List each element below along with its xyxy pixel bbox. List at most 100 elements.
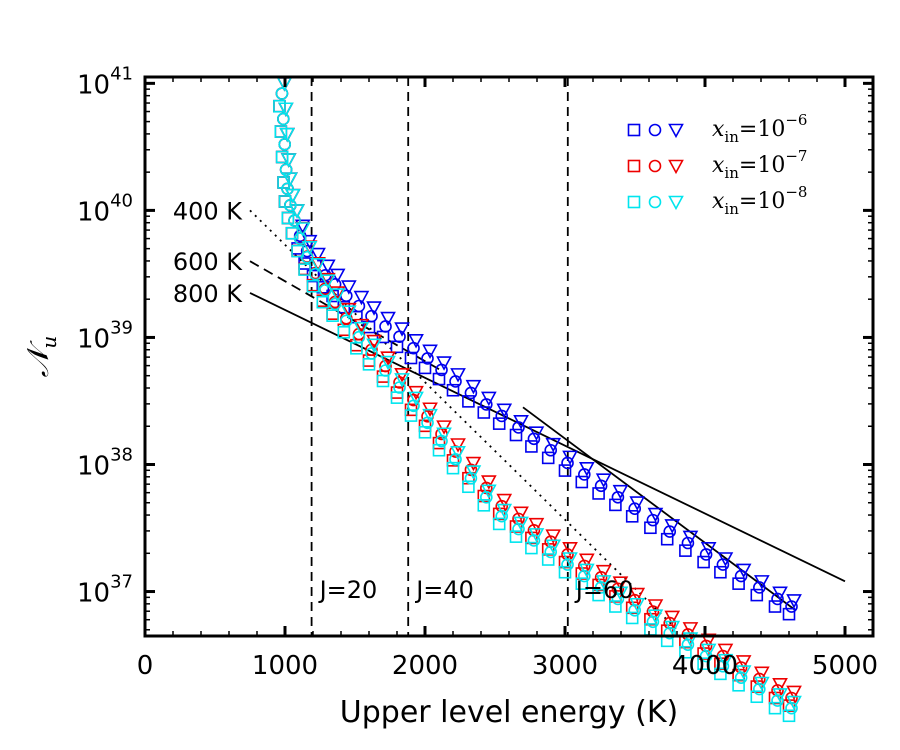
triangle-marker — [436, 420, 452, 435]
square-marker — [432, 436, 446, 450]
square-marker — [492, 517, 506, 531]
square-marker — [697, 555, 710, 569]
square-marker — [558, 464, 572, 477]
triangle-marker — [436, 427, 452, 442]
square-marker — [306, 269, 320, 283]
triangle-marker — [700, 643, 717, 659]
square-marker — [575, 475, 589, 489]
j-level-label: J=60 — [574, 576, 634, 604]
fit-lines — [249, 209, 846, 631]
triangle-marker — [545, 529, 562, 544]
triangle-marker — [562, 542, 578, 557]
triangle-marker — [408, 334, 424, 349]
svg-text:𝒩u: 𝒩u — [21, 336, 61, 378]
j-level-label: J=40 — [414, 576, 474, 604]
circle-marker — [278, 138, 292, 151]
square-marker — [644, 623, 657, 636]
triangle-marker — [578, 563, 595, 579]
triangle-marker — [717, 643, 734, 659]
square-marker — [277, 176, 290, 189]
triangle-marker — [422, 344, 438, 360]
triangle-marker — [366, 334, 382, 350]
triangle-marker — [562, 450, 578, 466]
circle-marker — [293, 232, 307, 245]
triangle-marker — [480, 484, 497, 499]
triangle-marker — [545, 437, 562, 453]
square-marker — [432, 372, 446, 386]
square-marker — [281, 211, 295, 225]
triangle-marker — [664, 620, 681, 636]
triangle-marker — [664, 519, 681, 534]
triangle-marker — [735, 655, 752, 670]
triangle-marker — [664, 610, 681, 626]
x-tick-label: 4000 — [672, 651, 738, 681]
square-marker — [627, 123, 641, 137]
fit-line — [249, 209, 678, 631]
triangle-marker — [282, 172, 298, 187]
triangle-marker — [629, 496, 646, 511]
circle-marker — [300, 250, 314, 264]
square-marker — [679, 544, 692, 557]
triangle-marker — [319, 274, 336, 289]
square-marker — [477, 499, 491, 512]
triangle-marker — [496, 493, 513, 509]
circle-marker — [288, 214, 301, 227]
triangle-marker — [682, 622, 699, 637]
square-marker — [750, 690, 764, 704]
legend-label: xin=10−7 — [712, 147, 807, 182]
triangle-marker — [289, 204, 305, 219]
axes: 0 1000 2000 3000 4000 5000 1037 1038 1039 1040 104… — [77, 63, 878, 681]
triangle-marker — [513, 516, 529, 532]
square-marker — [750, 588, 764, 602]
triangle-marker — [772, 586, 788, 601]
square-marker — [277, 176, 290, 189]
square-marker — [768, 600, 782, 613]
square-marker — [337, 325, 351, 339]
triangle-marker — [595, 575, 612, 590]
circle-marker — [275, 87, 289, 100]
square-marker — [592, 487, 605, 500]
triangle-marker — [578, 553, 595, 568]
triangle-marker — [668, 159, 684, 175]
square-marker — [509, 530, 523, 543]
square-marker — [291, 244, 304, 258]
square-marker — [660, 532, 674, 546]
square-marker — [782, 607, 796, 621]
triangle-marker — [450, 368, 466, 383]
triangle-marker — [612, 586, 629, 601]
triangle-marker — [682, 632, 699, 647]
circle-marker — [648, 195, 662, 209]
triangle-marker — [329, 286, 346, 301]
triangle-marker — [753, 676, 770, 692]
annotations: J=20 J=40 J=60 400 K 600 K 800 K — [173, 197, 634, 604]
x-tick-label: 2000 — [392, 651, 458, 681]
triangle-marker — [545, 539, 562, 554]
triangle-marker — [786, 685, 802, 701]
triangle-marker — [380, 311, 396, 327]
square-marker — [275, 150, 289, 164]
square-marker — [281, 211, 295, 225]
triangle-marker — [682, 530, 699, 546]
triangle-marker — [294, 219, 311, 234]
circle-marker — [648, 159, 662, 173]
square-marker — [644, 521, 657, 535]
triangle-marker — [465, 465, 482, 480]
square-marker — [298, 263, 311, 276]
square-marker — [362, 354, 376, 367]
triangle-marker — [513, 506, 529, 521]
x-tick-label: 1000 — [252, 651, 318, 681]
triangle-marker — [786, 594, 802, 609]
triangle-marker — [394, 373, 410, 388]
square-marker — [525, 541, 538, 555]
triangle-marker — [380, 351, 396, 366]
triangle-marker — [465, 379, 482, 395]
legend-label: xin=10−6 — [712, 111, 807, 146]
triangle-marker — [450, 445, 466, 461]
triangle-marker — [394, 367, 410, 383]
triangle-marker — [629, 587, 646, 603]
triangle-marker — [612, 576, 629, 591]
triangle-marker — [753, 666, 770, 682]
square-marker — [625, 510, 639, 523]
y-tick-label: 1038 — [77, 444, 133, 481]
